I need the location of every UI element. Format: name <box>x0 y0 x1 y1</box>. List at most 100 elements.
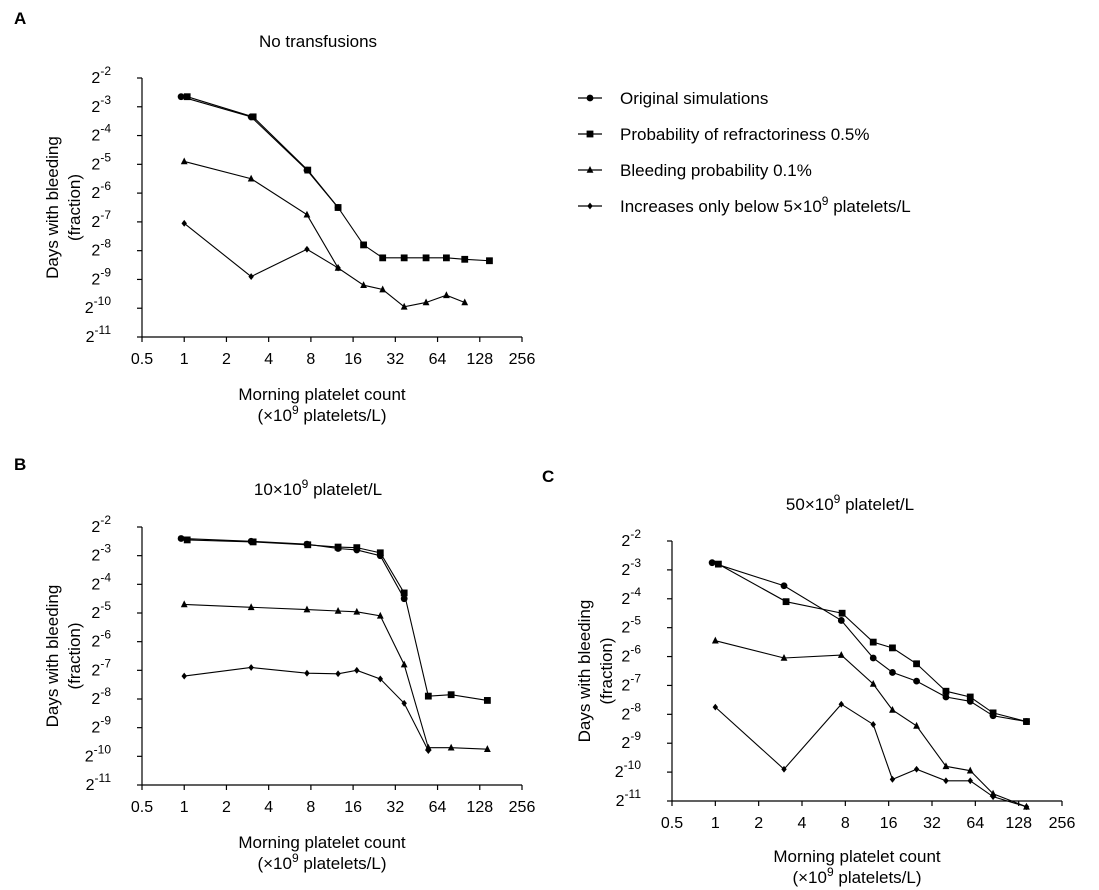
y-tick-label: 2-8 <box>91 237 111 260</box>
y-tick-base: 2 <box>616 793 625 810</box>
x-tick-label: 0.5 <box>131 351 153 368</box>
y-tick-base: 2 <box>91 243 100 260</box>
data-point-diamond <box>248 273 254 280</box>
panel-title: 50×109 platelet/L <box>786 492 914 514</box>
series-line-diamond <box>183 222 339 278</box>
x-axis-unit: (×109 platelets/L) <box>792 865 921 887</box>
y-tick-exponent: -6 <box>100 628 111 642</box>
data-point-triangle <box>247 603 255 611</box>
data-point-triangle <box>422 298 430 306</box>
data-point-square <box>442 254 450 262</box>
y-tick-label: 2-2 <box>621 527 641 550</box>
y-tick-exponent: -2 <box>630 527 641 541</box>
y-tick-base: 2 <box>621 706 630 723</box>
data-point-square <box>989 709 997 717</box>
data-point-triangle <box>180 157 188 165</box>
data-point-circle <box>837 617 845 624</box>
y-tick-exponent: -6 <box>100 179 111 193</box>
panel-a: 0.5 1 2 4 8 16 32 64 128 2562-22-32-42-52-62-72-8… <box>43 32 535 425</box>
title-sup: 9 <box>302 477 309 491</box>
data-point-triangle <box>247 174 255 182</box>
y-tick-exponent: -8 <box>100 685 111 699</box>
y-tick-exponent: -11 <box>95 323 112 337</box>
legend-label: Increases only below 5×109 platelets/L <box>620 194 911 216</box>
data-point-square <box>966 693 974 701</box>
y-tick-base: 2 <box>91 576 100 593</box>
data-point-triangle <box>400 302 408 310</box>
y-tick-label: 2-7 <box>91 656 111 679</box>
x-tick-label: 4 <box>798 815 807 832</box>
data-point-circle <box>780 582 788 590</box>
y-tick-exponent: -7 <box>100 208 111 222</box>
data-point-square <box>782 598 790 606</box>
y-tick-label: 2-10 <box>85 742 112 765</box>
x-axis-title: Morning platelet count <box>238 385 406 404</box>
panel-b-letter: B <box>14 455 26 474</box>
y-tick-base: 2 <box>91 99 100 116</box>
x-unit-post: platelets/L) <box>834 868 922 887</box>
y-tick-exponent: -8 <box>630 700 641 714</box>
y-axis-unit: (fraction) <box>597 637 616 704</box>
x-tick-label: 64 <box>429 799 447 816</box>
data-point-diamond <box>913 765 920 773</box>
data-point-diamond <box>1023 803 1030 811</box>
data-point-diamond <box>335 670 341 678</box>
x-tick-label: 16 <box>344 799 362 816</box>
series-line-square <box>187 96 490 262</box>
y-tick-label: 2-7 <box>621 671 641 694</box>
data-point-diamond <box>990 793 996 801</box>
data-point-square <box>334 204 342 211</box>
x-unit-sup: 9 <box>827 865 834 879</box>
data-point-square <box>183 536 191 544</box>
data-point-square <box>486 257 493 265</box>
panel-c: 0.5 1 2 4 8 16 32 64 128 2562-22-32-42-52-62-72-8… <box>575 492 1075 887</box>
data-point-triangle <box>869 680 877 687</box>
data-point-diamond <box>304 669 310 677</box>
y-tick-label: 2-10 <box>615 758 642 781</box>
legend-label: Probability of refractoriness 0.5% <box>620 125 869 144</box>
y-tick-label: 2-4 <box>621 585 641 608</box>
y-tick-exponent: -4 <box>630 585 641 599</box>
data-point-square <box>447 691 455 699</box>
data-point-triangle <box>379 285 387 293</box>
data-point-triangle <box>711 636 719 644</box>
y-tick-base: 2 <box>621 735 630 752</box>
series-line-triangle <box>184 603 488 750</box>
x-tick-label: 1 <box>711 815 720 832</box>
data-point-triangle <box>780 654 788 661</box>
legend-label-post: platelets/L <box>828 197 910 216</box>
x-tick-label: 0.5 <box>131 799 153 816</box>
x-tick-label: 256 <box>509 351 536 368</box>
data-point-square <box>714 560 722 568</box>
data-point-square <box>424 692 432 700</box>
y-tick-label: 2-6 <box>621 643 641 666</box>
x-tick-label: 2 <box>754 815 763 832</box>
data-point-square <box>379 254 387 262</box>
y-tick-label: 2-10 <box>85 294 112 317</box>
y-tick-exponent: -3 <box>100 542 111 556</box>
x-tick-label: 4 <box>264 351 273 368</box>
y-tick-label: 2-3 <box>621 556 641 579</box>
title-text: No transfusions <box>259 32 377 51</box>
data-point-square <box>249 538 257 546</box>
data-point-triangle <box>303 605 311 613</box>
y-tick-base: 2 <box>91 519 100 536</box>
y-tick-exponent: -5 <box>100 150 111 164</box>
data-point-diamond <box>712 703 719 711</box>
data-point-diamond <box>401 699 407 707</box>
y-tick-label: 2-11 <box>86 771 112 794</box>
y-tick-exponent: -6 <box>630 643 641 657</box>
x-tick-label: 128 <box>466 799 493 816</box>
y-tick-exponent: -2 <box>100 513 111 527</box>
x-tick-label: 8 <box>306 799 315 816</box>
y-tick-base: 2 <box>621 620 630 637</box>
data-point-square <box>400 589 408 597</box>
y-tick-exponent: -7 <box>100 656 111 670</box>
title-sup: 9 <box>834 492 841 506</box>
y-axis-unit: (fraction) <box>65 174 84 241</box>
y-tick-label: 2-9 <box>621 729 641 752</box>
y-tick-exponent: -4 <box>100 570 111 584</box>
data-point-diamond <box>248 664 254 671</box>
data-point-triangle <box>353 607 361 615</box>
